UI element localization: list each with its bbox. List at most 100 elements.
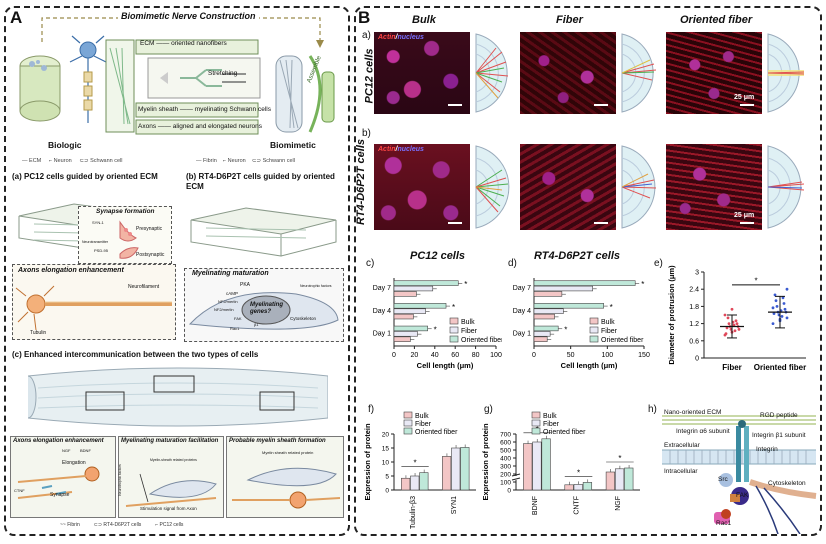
stain-label-b: Actin/nucleus (378, 146, 424, 153)
chart-g-ylabel: Expression of protein (481, 423, 490, 501)
chart-g-ytick-label-7: 700 (500, 432, 511, 439)
bb2-l2: Stimulation signal from Axon (140, 506, 197, 511)
chart-c: 0 20 40 60 80 100 Cell length (μm) Day 7 * Day 4 *… (373, 278, 502, 370)
chart-f-bar-1-2 (460, 447, 470, 491)
chart-d-xtick-label-2: 100 (601, 352, 613, 359)
scale-bar-1 (448, 104, 462, 106)
chart-c-legend-swatch-1 (449, 326, 459, 334)
myel-l2: NF2/merlin (218, 299, 238, 304)
chart-g-sig-1: * (577, 468, 580, 477)
chart-f-legend-swatch-2 (403, 427, 413, 435)
myel-l7: Cytoskeleton (290, 316, 317, 321)
chart-g-legend-swatch-2 (531, 427, 541, 435)
fan-rt4-bulk (475, 145, 510, 229)
stain-label-a: Actin/nucleus (378, 34, 424, 41)
bb1-l3: Synapse (50, 492, 70, 498)
chart-g-bar-1-2 (582, 482, 593, 491)
legend-bottom: ~~ Fibrin ⊂⊃ RT4-D6P2T cells ⌐ PC12 cell… (60, 522, 184, 528)
chart-c-title: PC12 cells (410, 250, 466, 262)
chart-g-bar-2-1 (614, 468, 625, 491)
chart-c-bar-2-0 (393, 336, 411, 342)
chart-e-point-1-10 (781, 296, 785, 300)
chart-c-cat-1: Day 4 (373, 308, 391, 315)
chart-e-sig: * (754, 276, 757, 285)
chart-c-legend-label-2: Oriented fiber (461, 337, 502, 344)
myel-title: Myelinating maturation (192, 270, 269, 277)
chart-e-ytick-label-0: 0 (695, 356, 699, 363)
chart-e-ylabel: Diameter of protrusion (μm) (667, 265, 676, 365)
chart-g-ytick-label-5: 500 (500, 448, 511, 455)
chart-f-sig-0: * (413, 459, 416, 468)
chart-e-point-1-8 (782, 302, 786, 305)
chart-f-ylabel: Expression of protein (363, 423, 372, 501)
chart-d-legend-swatch-0 (589, 317, 599, 325)
chart-f-cat-1: SYN1 (451, 496, 458, 514)
chart-g-ytick-label-6: 600 (500, 440, 511, 447)
chart-g-legend-label-0: Bulk (543, 413, 557, 420)
chart-c-xtick-label-4: 80 (472, 352, 480, 359)
legend-top-1: Myelin sheath —— myelinating Schwann cel… (138, 106, 271, 113)
chart-d-panel-label: d) (508, 258, 517, 269)
myel-l4: Neurotrophic factors (300, 284, 332, 288)
fan-pc12-fiber (621, 33, 657, 113)
scale-bar-5 (594, 222, 608, 224)
fan-rt4-fiber (621, 145, 657, 229)
chart-g-legend-swatch-0 (531, 411, 541, 419)
chart-e-point-1-13 (772, 312, 776, 315)
bb1-l1: BDNF (80, 448, 91, 453)
chart-d-bar-2-1 (533, 331, 551, 337)
fan-pc12-bulk (475, 33, 509, 113)
myel-l6: FAK (234, 316, 242, 321)
chart-e-point-1-7 (775, 305, 779, 308)
row-title-rt4: RT4-D6P2T cells (355, 138, 368, 226)
chart-d-bar-1-1 (533, 308, 564, 314)
myel-l9: β1 (254, 322, 259, 327)
chart-g-bar-2-2 (624, 467, 634, 491)
axons-title: Axons elongation enhancement (18, 267, 124, 274)
scale-bar-2 (594, 104, 608, 106)
chart-c-xtick-label-5: 100 (490, 352, 502, 359)
bb3-l0: Myelin sheath related protein (262, 450, 314, 455)
synapse-l2: Neurotransmitter (82, 240, 109, 244)
chart-d-legend-label-1: Fiber (601, 328, 618, 335)
chart-e-point-1-6 (783, 307, 787, 311)
axons-drawing (15, 285, 172, 331)
chart-f-bar-1-1 (451, 447, 461, 491)
chart-e-point-0-7 (727, 322, 731, 325)
chart-e-point-0-16 (730, 307, 734, 311)
scale-bar-6 (740, 222, 754, 224)
bb1-l0: NGF (62, 448, 71, 453)
chart-c-bar-2-1 (393, 331, 418, 337)
h-l0: Nano-oriented ECM (664, 409, 722, 416)
chart-e-ytick-label-4: 2.4 (689, 287, 699, 294)
scale-label-2: 25 μm (734, 212, 755, 219)
synapse-title: Synapse formation (96, 208, 155, 215)
chart-c-bar-0-0 (393, 291, 417, 297)
bottom-box-1-drawing (17, 466, 100, 499)
synapse-l0: SYN-1 (92, 220, 104, 225)
synapse-l4: Postsynaptic (136, 252, 165, 258)
subtitle-c: (c) Enhanced intercommunication between … (12, 350, 259, 359)
chart-c-legend-label-0: Bulk (461, 319, 475, 326)
chart-c-xtick-label-2: 40 (431, 352, 439, 359)
chart-e-panel-label: e) (654, 258, 663, 269)
chart-e-point-1-12 (780, 315, 784, 318)
bottom-box-1-title: Axons elongation enhancement (13, 438, 104, 444)
chart-f-bar-0-1 (410, 475, 420, 491)
chart-g-bar-1-0 (564, 484, 574, 491)
chart-d-cat-2: Day 1 (513, 331, 531, 338)
banner-title: Biomimetic Nerve Construction (118, 11, 259, 21)
chart-f-ytick-label-4: 20 (382, 432, 390, 439)
chart-d-bar-0-0 (533, 291, 563, 297)
legend-top-0: ECM —— oriented nanofibers (140, 40, 227, 47)
stretching-label: Stretching (208, 70, 238, 77)
chart-c-cat-2: Day 1 (373, 331, 391, 338)
chart-e-point-0-11 (725, 326, 729, 330)
chart-g-bar-1-1 (573, 484, 583, 491)
h-l1: RGD peptide (760, 412, 798, 419)
synapse-l3: PSD-95 (94, 248, 109, 253)
chart-g-bar-0-2 (541, 438, 551, 491)
chart-e-point-1-17 (785, 287, 789, 291)
chart-d-bar-2-0 (533, 336, 548, 342)
chart-c-bar-2-2 (393, 325, 428, 332)
